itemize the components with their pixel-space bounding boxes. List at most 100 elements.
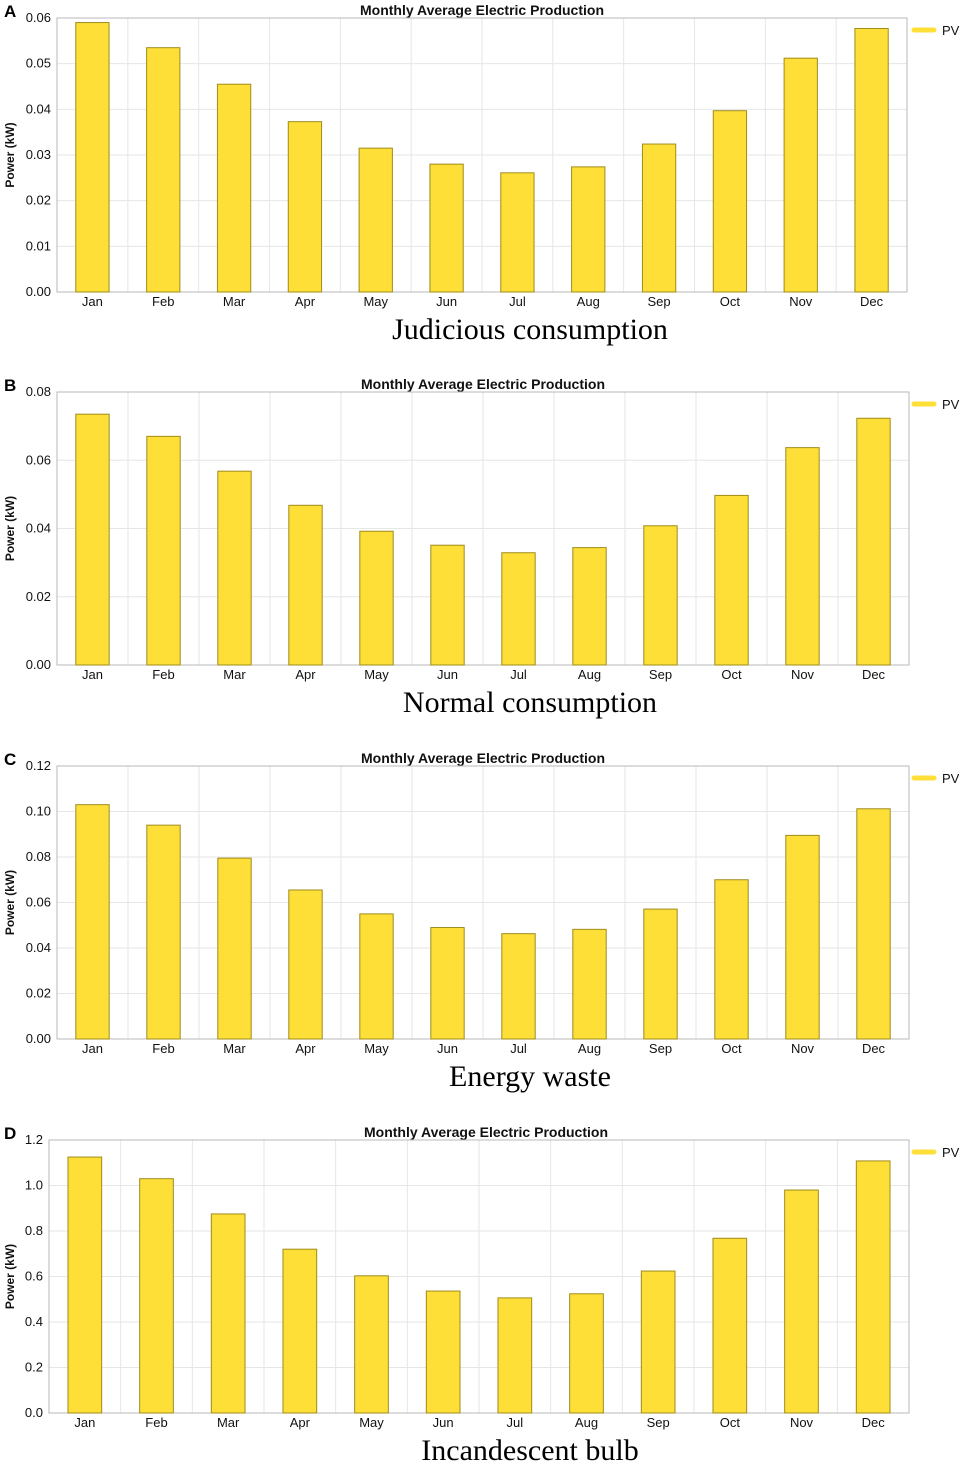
bar-nov: [784, 1189, 819, 1414]
x-tick-label: Jan: [82, 294, 103, 309]
bar-jan: [67, 1156, 103, 1414]
bar-apr: [288, 889, 323, 1040]
bar-mar: [216, 83, 252, 293]
chart-title: Monthly Average Electric Production: [364, 1124, 608, 1140]
y-tick-label: 0.10: [26, 804, 51, 819]
x-tick-label: Nov: [791, 667, 815, 682]
x-tick-label: May: [364, 1041, 389, 1056]
chart-title: Monthly Average Electric Production: [360, 2, 604, 18]
x-tick-label: May: [364, 667, 389, 682]
x-tick-label: Sep: [649, 667, 672, 682]
x-tick-label: Mar: [223, 1041, 246, 1056]
chart-caption: Normal consumption: [403, 686, 657, 719]
x-tick-label: Aug: [575, 1415, 598, 1430]
y-tick-label: 0.06: [26, 895, 51, 910]
x-tick-label: Sep: [647, 1415, 670, 1430]
bar-jun: [430, 927, 465, 1040]
x-tick-label: Mar: [223, 667, 246, 682]
bar-jul: [500, 172, 535, 293]
bar-dec: [855, 1160, 891, 1414]
x-tick-label: Aug: [578, 1041, 601, 1056]
bar-oct: [712, 1237, 748, 1414]
y-tick-label: 0.0: [25, 1405, 43, 1420]
bar-feb: [146, 824, 181, 1040]
x-tick-label: Jun: [437, 1041, 458, 1056]
x-tick-label: Apr: [295, 294, 316, 309]
x-tick-label: Feb: [152, 294, 174, 309]
x-tick-label: Oct: [720, 1415, 741, 1430]
bar-nov: [785, 834, 820, 1040]
x-tick-label: Aug: [578, 667, 601, 682]
y-tick-label: 0.06: [26, 10, 51, 25]
panel-letter: C: [4, 750, 16, 769]
chart-panel-d: D Monthly Average Electric Production 0.0 0…: [3, 1124, 960, 1467]
bar-jul: [501, 552, 536, 666]
x-tick-label: Oct: [721, 1041, 742, 1056]
x-tick-label: Aug: [577, 294, 600, 309]
x-tick-label: Mar: [223, 294, 246, 309]
x-tick-label: Jul: [510, 667, 527, 682]
chart-caption: Energy waste: [449, 1060, 611, 1093]
bar-jan: [75, 804, 110, 1040]
bar-jul: [497, 1297, 533, 1414]
x-tick-label: Dec: [862, 667, 886, 682]
y-tick-label: 0.02: [26, 589, 51, 604]
y-axis-label: Power (kW): [3, 870, 17, 935]
y-tick-label: 1.2: [25, 1132, 43, 1147]
panel-letter: B: [4, 376, 16, 395]
y-tick-label: 0.02: [26, 986, 51, 1001]
chart-title: Monthly Average Electric Production: [361, 750, 605, 766]
x-tick-label: May: [359, 1415, 384, 1430]
bar-dec: [854, 28, 889, 293]
y-tick-label: 0.8: [25, 1223, 43, 1238]
bar-aug: [572, 928, 607, 1040]
y-tick-label: 0.04: [26, 101, 51, 116]
x-tick-label: Feb: [152, 1041, 174, 1056]
bar-nov: [783, 57, 818, 293]
bar-mar: [217, 470, 252, 666]
y-tick-label: 0.06: [26, 452, 51, 467]
x-tick-label: Apr: [290, 1415, 311, 1430]
plot-frame: [56, 765, 910, 1040]
bar-dec: [856, 808, 891, 1040]
chart-caption: Incandescent bulb: [421, 1434, 638, 1467]
x-tick-label: Oct: [721, 667, 742, 682]
chart-caption: Judicious consumption: [392, 313, 668, 346]
bar-oct: [714, 879, 749, 1040]
y-tick-label: 0.04: [26, 521, 51, 536]
bar-dec: [856, 417, 891, 666]
y-tick-label: 0.00: [26, 1031, 51, 1046]
x-tick-label: Jun: [437, 667, 458, 682]
legend-label: PV: [942, 397, 960, 412]
bar-jul: [501, 933, 536, 1040]
y-tick-label: 0.4: [25, 1314, 43, 1329]
y-tick-label: 0.12: [26, 758, 51, 773]
x-tick-label: Feb: [145, 1415, 167, 1430]
bar-may: [354, 1275, 389, 1414]
x-tick-label: Mar: [217, 1415, 240, 1430]
bar-aug: [572, 547, 607, 666]
bar-oct: [714, 494, 749, 666]
chart-panel-c: C Monthly Average Electric Production 0.00…: [3, 750, 960, 1093]
bar-jun: [425, 1290, 461, 1414]
bar-may: [358, 147, 393, 293]
bar-nov: [785, 447, 820, 666]
bar-feb: [146, 435, 181, 666]
bar-jun: [429, 163, 464, 293]
panel-letter: D: [4, 1124, 16, 1143]
x-tick-label: Jan: [74, 1415, 95, 1430]
bar-oct: [712, 110, 748, 293]
plot-frame: [48, 1139, 910, 1414]
x-tick-label: May: [363, 294, 388, 309]
x-tick-label: Sep: [649, 1041, 672, 1056]
x-tick-label: Dec: [860, 294, 884, 309]
bar-aug: [569, 1293, 604, 1414]
legend-label: PV: [942, 771, 960, 786]
x-tick-label: Jan: [82, 667, 103, 682]
bar-may: [359, 913, 394, 1040]
bar-feb: [146, 47, 181, 293]
x-tick-label: Nov: [791, 1041, 815, 1056]
x-tick-label: Jul: [509, 294, 526, 309]
x-tick-label: Jul: [510, 1041, 527, 1056]
